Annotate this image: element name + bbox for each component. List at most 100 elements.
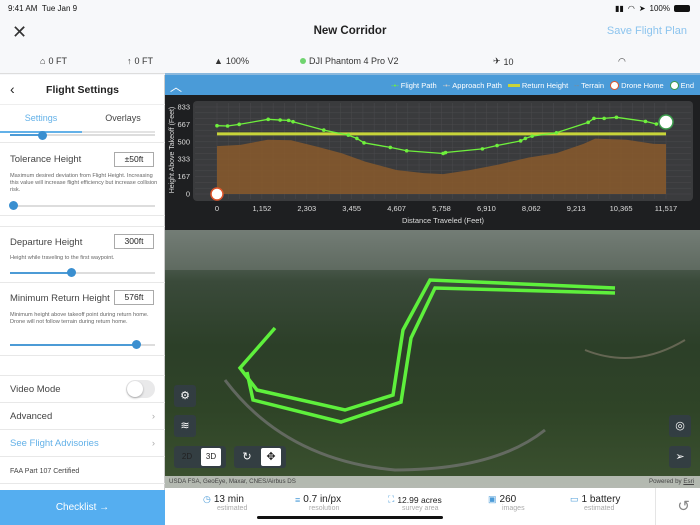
advisories-label: See Flight Advisories <box>10 438 99 449</box>
flight-path-point <box>518 139 523 143</box>
flight-path-point <box>286 118 291 123</box>
flight-path-point <box>530 134 535 138</box>
departure-height-input[interactable]: 300ft <box>114 234 154 249</box>
locate-icon[interactable]: ◎ <box>669 415 691 437</box>
flight-path-point <box>443 150 448 155</box>
stat-images: ▣ 260 images <box>488 494 525 512</box>
video-mode-label: Video Mode <box>10 384 61 395</box>
flight-path-point <box>586 120 590 125</box>
departure-height-slider[interactable] <box>10 268 155 277</box>
connection-status-icon <box>300 58 306 64</box>
layers-icon[interactable]: ≋ <box>174 415 196 437</box>
flight-settings-panel: ‹ Flight Settings Settings Overlays Tole… <box>0 75 165 525</box>
minimum-return-height-input[interactable]: 576ft <box>114 290 154 305</box>
y-tick-label: 500 <box>177 137 190 146</box>
x-axis-label: Distance Traveled (Feet) <box>402 216 485 225</box>
corridor-path-inner <box>245 286 616 424</box>
flight-path-point <box>215 123 219 128</box>
tolerance-height-label: Tolerance Height <box>10 154 82 165</box>
flight-path-point <box>523 136 528 141</box>
flight-path-point <box>388 145 393 150</box>
x-tick-label: 4,607 <box>387 204 406 213</box>
x-tick-label: 11,517 <box>655 204 677 213</box>
tolerance-height-slider[interactable] <box>8 201 155 210</box>
flight-path-point <box>654 122 659 126</box>
y-axis-label: Height Above Takeoff (Feet) <box>169 107 176 194</box>
divider <box>165 73 700 75</box>
close-icon[interactable]: ✕ <box>12 22 28 42</box>
video-mode-toggle[interactable] <box>126 380 155 398</box>
x-tick-label: 1,152 <box>253 204 272 213</box>
altitude: ↑ 0 FT <box>127 56 154 66</box>
stat-area: ⛶ 12.99 acres survey area <box>388 494 442 512</box>
tolerance-height-input[interactable]: ±50ft <box>114 152 154 167</box>
mode-2d-button[interactable]: 2D <box>181 452 193 461</box>
checklist-button[interactable]: Checklist → <box>0 490 165 525</box>
advanced-row[interactable]: Advanced › <box>0 403 165 430</box>
battery-icon <box>674 5 690 12</box>
navigation-arrow-icon[interactable]: ➢ <box>669 446 691 468</box>
battery-icon: ▲ <box>214 56 223 66</box>
powered-by: Powered by Esri <box>648 478 694 485</box>
flight-path-point <box>404 148 409 153</box>
flight-path-point <box>554 130 559 135</box>
collapse-chevron-icon[interactable]: ︿ <box>170 80 183 94</box>
minimum-return-height-label: Minimum Return Height <box>10 293 110 304</box>
map-attribution: USDA FSA, GeoEye, Maxar, CNES/Airbus DS … <box>165 476 700 488</box>
flight-path-point <box>321 128 326 132</box>
flight-path-point <box>643 119 648 124</box>
battery-percent: 100% <box>649 4 670 13</box>
tab-divider <box>82 131 155 133</box>
drone-model: DJI Phantom 4 Pro V2 <box>300 56 399 66</box>
flight-path-point <box>346 133 351 137</box>
x-tick-label: 9,213 <box>567 204 586 213</box>
settings-gear-icon[interactable]: ⚙ <box>174 385 196 407</box>
undo-icon[interactable]: ↺ <box>677 498 690 515</box>
chart-header: ︿ -•- Flight Path -•- Approach Path Return… <box>165 75 700 95</box>
wifi-icon: ◠ <box>627 4 635 13</box>
elevation-chart: 0 167 333 500 667 833 0 1,152 2,303 3,455 4,607 5,7… <box>165 95 700 230</box>
panel-tabs: Settings Overlays <box>0 105 165 133</box>
chevron-right-icon: › <box>151 438 155 449</box>
flight-stats-bar: ◷ 13 min estimated ≡ 0.7 in/px resolution ⛶ 1… <box>165 488 700 525</box>
x-tick-label: 2,303 <box>297 204 316 213</box>
y-tick-label: 0 <box>186 190 190 199</box>
back-icon[interactable]: ‹ <box>10 81 15 97</box>
departure-height-label: Departure Height <box>10 237 83 248</box>
tab-overlays[interactable]: Overlays <box>105 113 141 123</box>
legend-drone-home: Drone Home <box>610 81 664 90</box>
legend-approach-path: -•- Approach Path <box>442 81 502 90</box>
map-3d-view[interactable]: ⚙ ≋ 2D 3D ↻ ✥ ◎ ➢ <box>165 230 700 488</box>
tab-settings[interactable]: Settings <box>24 113 58 123</box>
satellite-icon: ✈ <box>493 56 501 66</box>
flight-advisories-link[interactable]: See Flight Advisories › <box>0 430 165 457</box>
chevron-right-icon: › <box>151 411 155 422</box>
x-tick-label: 6,910 <box>477 204 496 213</box>
rotate-icon[interactable]: ↻ <box>242 451 252 463</box>
home-indicator <box>257 516 443 519</box>
area-icon: ⛶ <box>388 494 395 504</box>
location-icon: ➤ <box>638 4 646 13</box>
save-flight-plan-button[interactable]: Save Flight Plan <box>606 25 687 37</box>
legend-end: End <box>669 81 694 90</box>
x-tick-label: 5,758 <box>432 204 451 213</box>
pan-move-icon[interactable]: ✥ <box>261 448 281 466</box>
arrow-up-icon: ↑ <box>127 56 132 66</box>
panel-title: Flight Settings <box>46 84 119 96</box>
partial-slider[interactable] <box>10 131 155 140</box>
advanced-label: Advanced <box>10 411 53 422</box>
status-time: 9:41 AM Tue Jan 9 <box>8 4 78 13</box>
road <box>223 379 546 472</box>
flight-path-point <box>592 116 596 121</box>
status-icons: ▮▮ ◠ ➤ 100% <box>615 4 690 13</box>
legend-terrain: -- Terrain <box>574 81 605 90</box>
minimum-return-height-slider[interactable] <box>10 340 155 349</box>
drone-home-marker <box>210 187 224 201</box>
flight-path-point <box>614 115 619 120</box>
esri-link[interactable]: Esri <box>683 478 694 485</box>
mode-3d-button[interactable]: 3D <box>201 448 221 466</box>
flight-path-point <box>237 122 241 127</box>
x-tick-label: 3,455 <box>342 204 361 213</box>
y-tick-label: 833 <box>177 103 190 112</box>
stat-resolution: ≡ 0.7 in/px resolution <box>295 494 342 512</box>
